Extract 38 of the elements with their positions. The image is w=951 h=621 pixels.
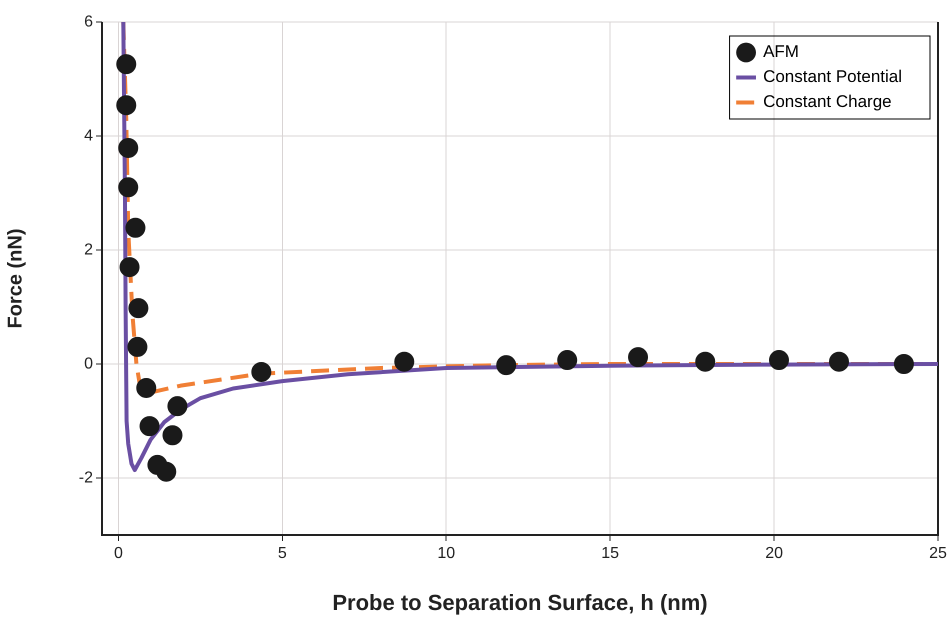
x-tick-label: 5 [278, 545, 287, 562]
x-tick-label: 25 [929, 545, 947, 562]
y-tick-label: 6 [84, 13, 94, 30]
point [136, 378, 156, 398]
point [118, 138, 138, 158]
point [251, 362, 272, 382]
point [156, 462, 176, 482]
point [162, 425, 182, 446]
x-axis-title: Probe to Separation Surface, h (nm) [332, 590, 708, 615]
legend-label: AFM [763, 42, 799, 62]
point [116, 54, 136, 74]
y-tick-label: 2 [84, 241, 94, 258]
y-axis-title: Force (nN) [4, 228, 27, 328]
point [116, 95, 136, 116]
y-tick-label: 4 [84, 127, 94, 144]
point [118, 177, 138, 198]
point [894, 354, 914, 374]
point [127, 336, 148, 357]
point [695, 352, 716, 372]
point [394, 352, 414, 372]
x-tick-label: 0 [114, 545, 123, 562]
point [128, 298, 148, 318]
point [167, 396, 188, 416]
point [557, 350, 578, 370]
legend-label: Constant Potential [763, 67, 902, 86]
point [140, 416, 160, 436]
x-tick-label: 20 [765, 545, 784, 562]
x-tick-label: 10 [437, 545, 456, 562]
point [628, 347, 648, 368]
point [828, 352, 849, 372]
point [496, 355, 516, 376]
point [125, 218, 146, 238]
y-tick-label: -2 [78, 469, 94, 486]
y-tick-label: 0 [84, 355, 94, 372]
point [120, 257, 140, 278]
point [768, 350, 789, 370]
x-tick-label: 15 [601, 545, 620, 562]
legend-label: Constant Charge [763, 92, 892, 112]
